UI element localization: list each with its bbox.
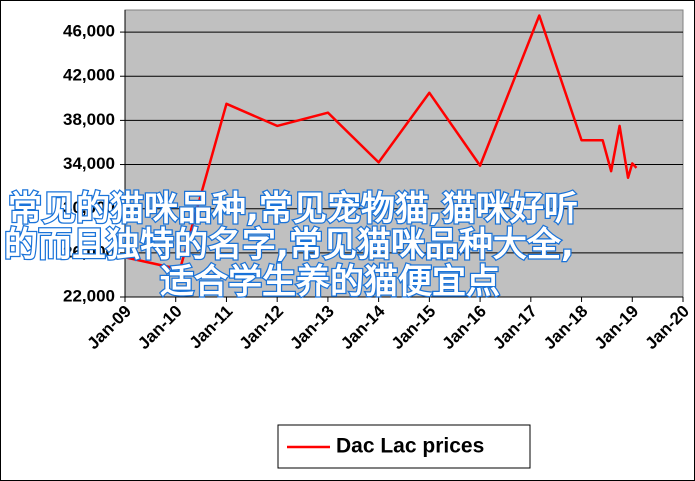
overlay-text: 适合学生养的猫便宜点: [160, 262, 500, 302]
legend: Dac Lac prices: [277, 424, 531, 469]
y-tick-label: 46,000: [63, 22, 115, 41]
y-tick-label: 26,000: [63, 242, 115, 261]
y-tick-label: 22,000: [63, 286, 115, 305]
overlay-text: 常见的猫咪品种,常见宠物猫,猫咪好听: [8, 189, 578, 229]
y-tick-label: 30,000: [63, 198, 115, 217]
series-line: [124, 14, 638, 271]
y-tick-label: 42,000: [63, 66, 115, 85]
plot-area: [124, 9, 684, 298]
legend-label: Dac Lac prices: [336, 435, 484, 458]
y-tick-label: 34,000: [63, 154, 115, 173]
y-tick-label: 38,000: [63, 110, 115, 129]
overlay-text: 的而且独特的名字,常见猫咪品种大全,: [4, 225, 574, 265]
